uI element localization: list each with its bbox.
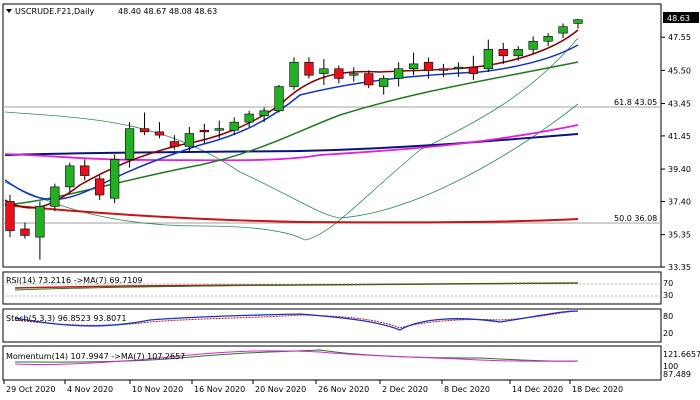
bear-candle [95,178,105,196]
bear-candle [199,129,209,133]
bear-candle [334,68,344,79]
bear-candle [20,228,30,236]
bollinger-lower-line [4,37,579,241]
y-axis: 47.55 45.50 43.45 41.45 39.40 37.40 35.35 33.35 [661,33,691,272]
bear-candle [139,128,150,133]
y-tick-label: 41.45 [668,132,691,141]
bull-candle [244,113,254,123]
rsi-label: RSI(14) 73.2116 ->MA(7) 69.7109 [6,276,143,285]
bull-candle [453,66,464,70]
bull-candle [109,159,120,199]
momentum-level-low: 87.489 [663,370,691,379]
current-price-badge [663,12,699,23]
bear-candle [438,68,449,71]
x-tick-label: 18 Dec 2020 [572,385,623,394]
bull-candle [558,26,568,34]
symbol-label: USCRUDE.F21,Daily [15,7,95,16]
x-tick-label: 26 Nov 2020 [318,385,369,394]
momentum-ma-line [14,350,579,366]
bear-candle [80,165,90,176]
bull-candle [349,73,359,76]
bull-candle [379,78,389,87]
bear-candle [169,141,180,147]
x-tick-label: 4 Nov 2020 [67,385,113,394]
y-tick-label: 47.55 [668,33,691,42]
x-tick-label: 16 Nov 2020 [194,385,245,394]
bull-candle [289,61,299,87]
bull-candle [259,110,269,116]
bull-candle [393,68,404,79]
bull-candle [573,19,583,24]
ma-red-long-line [4,204,579,224]
bull-candle [513,49,523,57]
bear-candle [154,131,165,136]
bull-candle [528,40,538,50]
rsi-level-30: 30 [663,291,673,300]
y-tick-label: 39.40 [668,165,691,174]
bull-candle [50,186,60,207]
x-axis: 29 Oct 2020 4 Nov 2020 10 Nov 2020 16 Nov 2… [3,380,623,394]
bull-candle [229,121,239,131]
y-tick-label: 35.35 [668,231,691,240]
x-tick-label: 10 Nov 2020 [132,385,183,394]
stoch-level-80: 80 [663,312,673,321]
bull-candle [124,128,135,160]
momentum-level-high: 121.6657 [663,350,700,359]
stoch-label: Stoch(5,3,3) 96.8523 93.8071 [6,314,126,323]
triangle-down-icon[interactable] [6,9,12,13]
bull-candle [274,86,284,112]
y-tick-label: 45.50 [668,66,691,75]
bull-candle [543,36,553,42]
ohlc-values: 48.40 48.67 48.08 48.63 [118,7,217,16]
bull-candle [483,49,493,70]
bull-candle [184,133,195,147]
bollinger-upper-line [4,103,579,219]
fib-label-mid: 50.0 36.08 [614,214,657,223]
stoch-panel-frame [2,308,662,343]
momentum-label: Momentum(14) 107.9947 ->MA(7) 107.2657 [6,352,185,361]
fib-label-high: 61.8 43.05 [614,98,657,107]
stoch-main-line [14,310,579,331]
bear-candle [498,49,508,57]
bull-candle [65,165,75,188]
x-tick-label: 8 Dec 2020 [444,385,490,394]
bull-candle [408,63,419,70]
x-tick-label: 20 Nov 2020 [255,385,306,394]
y-tick-label: 43.45 [668,100,691,109]
rsi-level-70: 70 [663,279,673,288]
x-tick-label: 29 Oct 2020 [6,385,55,394]
current-price-label: 48.63 [667,14,690,23]
stoch-level-20: 20 [663,329,673,338]
x-tick-label: 14 Dec 2020 [512,385,563,394]
y-tick-label: 33.35 [668,263,691,272]
candle-group [5,19,583,260]
ma-magenta-line [4,124,579,162]
x-tick-label: 2 Dec 2020 [382,385,428,394]
bull-candle [35,206,45,238]
bull-candle [214,128,224,131]
bear-candle [304,61,314,76]
bear-candle [468,66,479,74]
ma-navy-line [4,133,579,156]
momentum-level-100: 100 [663,362,678,371]
momentum-panel-frame [2,345,662,381]
rsi-panel-frame [2,271,662,305]
rsi-line [14,282,579,291]
y-tick-label: 37.40 [668,197,691,206]
bull-candle [319,68,329,74]
bear-candle [5,201,15,231]
bear-candle [364,73,374,86]
bear-candle [423,61,434,71]
